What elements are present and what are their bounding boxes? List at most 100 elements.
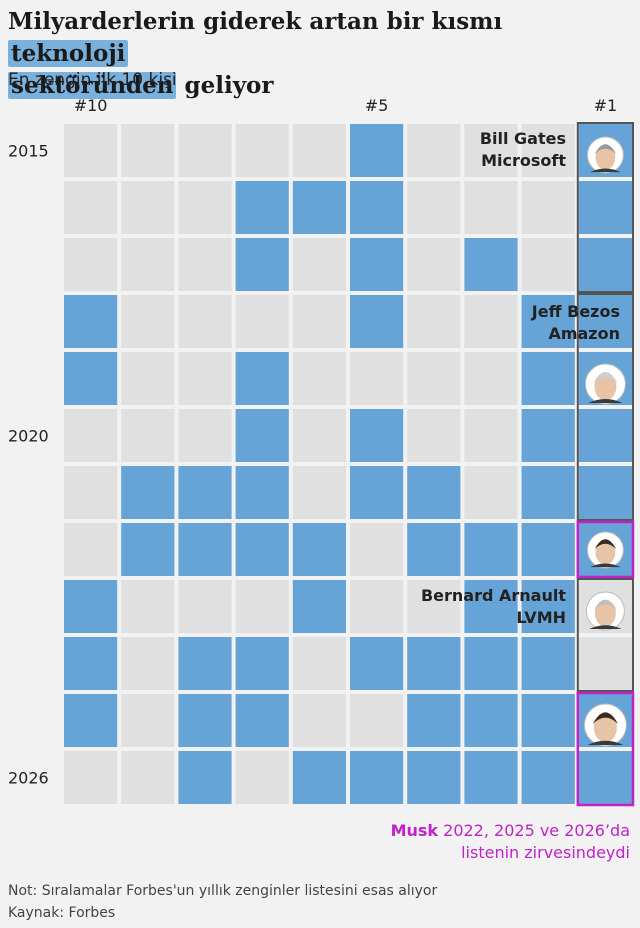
annotation-bill-gates: Bill Gates Microsoft [480,128,566,172]
column-tick-rank-1: #1 [593,96,618,115]
grid-cell-2015-rank-3 [464,124,518,177]
grid-cell-2021-rank-2 [521,466,575,519]
gates-company: Microsoft [481,151,566,170]
grid-cell-2023-rank-4 [407,580,461,633]
grid-cell-2016-rank-6 [292,181,346,234]
grid-cell-2026-rank-4 [407,751,461,804]
grid-cell-2017-rank-1 [578,238,632,291]
grid-cell-2023-rank-6 [292,580,346,633]
musk-note-text-2: listenin zirvesindeydi [461,843,630,862]
musk-note: Musk 2022, 2025 ve 2026’da listenin zirv… [391,820,630,864]
grid-cell-2017-rank-8 [178,238,232,291]
grid-cell-2024-rank-9 [121,637,175,690]
grid-cell-2020-rank-3 [464,409,518,462]
grid-cell-2018-rank-3 [464,295,518,348]
rank1-outline-elon-musk-2025 [576,691,635,807]
grid-cell-2024-rank-10 [64,637,118,690]
grid-cell-2018-rank-8 [178,295,232,348]
rank1-outline-bill-gates-2015 [576,122,634,293]
year-label-2026: 2026 [8,769,49,788]
grid-cell-2018-rank-2 [521,295,575,348]
grid-cell-2021-rank-7 [235,466,289,519]
grid-cell-2024-rank-1 [578,637,632,690]
grid-cell-2018-rank-7 [235,295,289,348]
grid-cell-2017-rank-6 [292,238,346,291]
annotation-bernard-arnault: Bernard Arnault LVMH [421,585,566,629]
column-tick-rank-10: #10 [73,96,108,115]
grid-cell-2015-rank-2 [521,124,575,177]
grid-cell-2026-rank-9 [121,751,175,804]
grid-cell-2016-rank-2 [521,181,575,234]
grid-cell-2017-rank-3 [464,238,518,291]
grid-cell-2022-rank-2 [521,523,575,576]
grid-cell-2025-rank-5 [350,694,404,747]
rank1-outline-bernard-arnault-2023 [576,578,634,692]
grid-cell-2017-rank-7 [235,238,289,291]
grid-cell-2024-rank-3 [464,637,518,690]
grid-cell-2020-rank-7 [235,409,289,462]
grid-cell-2026-rank-10 [64,751,118,804]
grid-cell-2022-rank-7 [235,523,289,576]
grid-cell-2015-rank-6 [292,124,346,177]
grid-cell-2019-rank-3 [464,352,518,405]
musk-note-name: Musk [390,821,439,840]
bezos-name: Jeff Bezos [531,302,620,321]
arnault-company: LVMH [516,608,566,627]
grid-cell-2019-rank-6 [292,352,346,405]
grid-cell-2024-rank-4 [407,637,461,690]
grid-cell-2025-rank-10 [64,694,118,747]
grid-cell-2016-rank-4 [407,181,461,234]
grid-cell-2024-rank-5 [350,637,404,690]
grid-cell-2024-rank-6 [292,637,346,690]
grid-cell-2019-rank-10 [64,352,118,405]
grid-cell-2020-rank-5 [350,409,404,462]
grid-cell-2023-rank-5 [350,580,404,633]
grid-cell-2015-rank-10 [64,124,118,177]
grid-cell-2020-rank-10 [64,409,118,462]
grid-cell-2022-rank-9 [121,523,175,576]
bezos-company: Amazon [548,324,620,343]
grid-cell-2022-rank-6 [292,523,346,576]
grid-cell-2020-rank-8 [178,409,232,462]
grid-cell-2025-rank-6 [292,694,346,747]
rank1-outline-elon-musk-2022 [576,520,635,579]
grid-cell-2023-rank-8 [178,580,232,633]
grid-cell-2019-rank-5 [350,352,404,405]
grid-cell-2021-rank-6 [292,466,346,519]
grid-cell-2026-rank-3 [464,751,518,804]
grid-cell-2020-rank-2 [521,409,575,462]
grid-cell-2025-rank-7 [235,694,289,747]
grid-cell-2022-rank-5 [350,523,404,576]
grid-cell-2020-rank-6 [292,409,346,462]
grid-cell-2016-rank-9 [121,181,175,234]
grid-cell-2021-rank-5 [350,466,404,519]
grid-cell-2023-rank-3 [464,580,518,633]
gates-name: Bill Gates [479,129,566,148]
chart-subtitle: En zengin ilk 10 kişi [8,70,177,90]
grid-cell-2021-rank-4 [407,466,461,519]
grid-cell-2025-rank-3 [464,694,518,747]
grid-cell-2018-rank-4 [407,295,461,348]
grid-cell-2017-rank-5 [350,238,404,291]
arnault-name: Bernard Arnault [420,586,566,605]
grid-cell-2016-rank-7 [235,181,289,234]
grid-cell-2021-rank-10 [64,466,118,519]
grid-cell-2021-rank-9 [121,466,175,519]
grid-cell-2023-rank-10 [64,580,118,633]
title-part-1: Milyarderlerin giderek artan bir kısmı [8,8,503,35]
grid-cell-2021-rank-1 [578,466,632,519]
grid-cell-2025-rank-2 [521,694,575,747]
grid-cell-2023-rank-9 [121,580,175,633]
year-label-2020: 2020 [8,427,49,446]
bernard-arnault-avatar [585,591,625,631]
bill-gates-avatar [586,136,624,174]
grid-cell-2020-rank-4 [407,409,461,462]
grid-cell-2016-rank-10 [64,181,118,234]
elon-musk-2025-avatar [583,703,627,747]
rank1-outline-jeff-bezos-2018 [576,293,634,521]
grid-cell-2015-rank-4 [407,124,461,177]
footer-note: Not: Sıralamalar Forbes'un yıllık zengin… [8,883,438,899]
grid-cell-2015-rank-5 [350,124,404,177]
grid-cell-2021-rank-8 [178,466,232,519]
